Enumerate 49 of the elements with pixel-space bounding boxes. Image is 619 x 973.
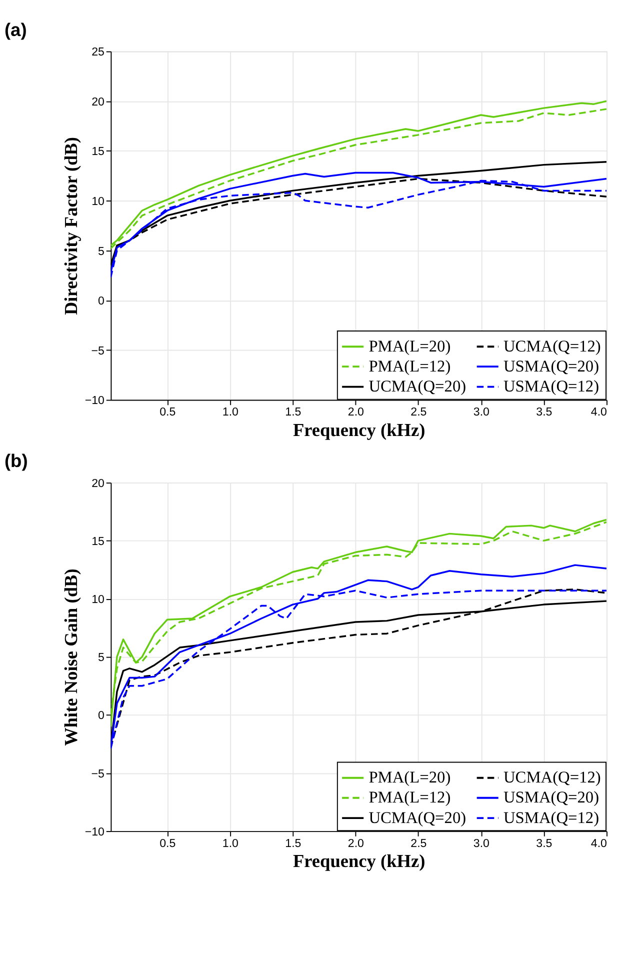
x-axis-title: Frequency (kHz) [292, 420, 426, 440]
y-tick-label: 0 [98, 710, 104, 722]
y-tick-label: −5 [91, 768, 104, 780]
legend-label: PMA(L=20) [368, 768, 451, 787]
legend-label: UCMA(Q=12) [503, 336, 601, 356]
x-tick-label: 1.0 [222, 838, 238, 850]
legend-label: PMA(L=20) [368, 336, 451, 356]
legend-label: PMA(L=12) [368, 356, 451, 376]
x-tick-label: 2.5 [410, 406, 427, 419]
chart-title: (a) [4, 18, 27, 40]
x-tick-label: 3.0 [473, 406, 490, 419]
x-tick-label: 0.5 [160, 406, 176, 419]
y-tick-label: −10 [84, 395, 104, 408]
legend-label: USMA(Q=20) [503, 356, 600, 376]
legend-label: PMA(L=12) [368, 788, 451, 807]
x-tick-label: 3.5 [536, 838, 552, 850]
y-tick-label: 0 [98, 296, 104, 308]
x-tick-label: 1.5 [285, 406, 302, 419]
x-tick-label: 2.5 [410, 838, 427, 850]
y-tick-label: 10 [92, 196, 104, 208]
y-tick-label: 20 [92, 96, 104, 108]
x-tick-label: 4.0 [590, 406, 607, 419]
y-tick-label: 15 [92, 536, 104, 548]
y-tick-label: 25 [92, 46, 104, 59]
y-axis-title: Directivity Factor (dB) [61, 137, 82, 316]
x-tick-label: 1.5 [285, 838, 302, 850]
y-tick-label: −10 [84, 826, 104, 838]
y-tick-label: 10 [92, 594, 104, 606]
chart-title: (b) [4, 450, 28, 472]
y-axis-title: White Noise Gain (dB) [61, 568, 82, 746]
x-tick-label: 0.5 [160, 838, 176, 850]
y-tick-label: 20 [92, 478, 104, 490]
x-tick-label: 2.0 [348, 406, 364, 419]
y-tick-label: 5 [98, 652, 104, 664]
legend-label: UCMA(Q=12) [503, 768, 601, 787]
x-tick-label: 2.0 [348, 838, 364, 850]
x-axis-title: Frequency (kHz) [292, 851, 426, 872]
y-tick-label: −5 [91, 345, 104, 358]
legend-label: USMA(Q=20) [503, 788, 600, 807]
legend-label: USMA(Q=12) [503, 808, 600, 827]
x-tick-label: 1.0 [222, 406, 238, 419]
y-tick-label: 5 [98, 246, 104, 258]
y-tick-label: 15 [92, 146, 104, 158]
x-tick-label: 3.0 [473, 838, 490, 850]
legend-label: USMA(Q=12) [503, 376, 600, 396]
legend-label: UCMA(Q=20) [368, 808, 466, 827]
legend-label: UCMA(Q=20) [368, 376, 466, 396]
x-tick-label: 4.0 [590, 838, 607, 850]
x-tick-label: 3.5 [536, 406, 552, 419]
